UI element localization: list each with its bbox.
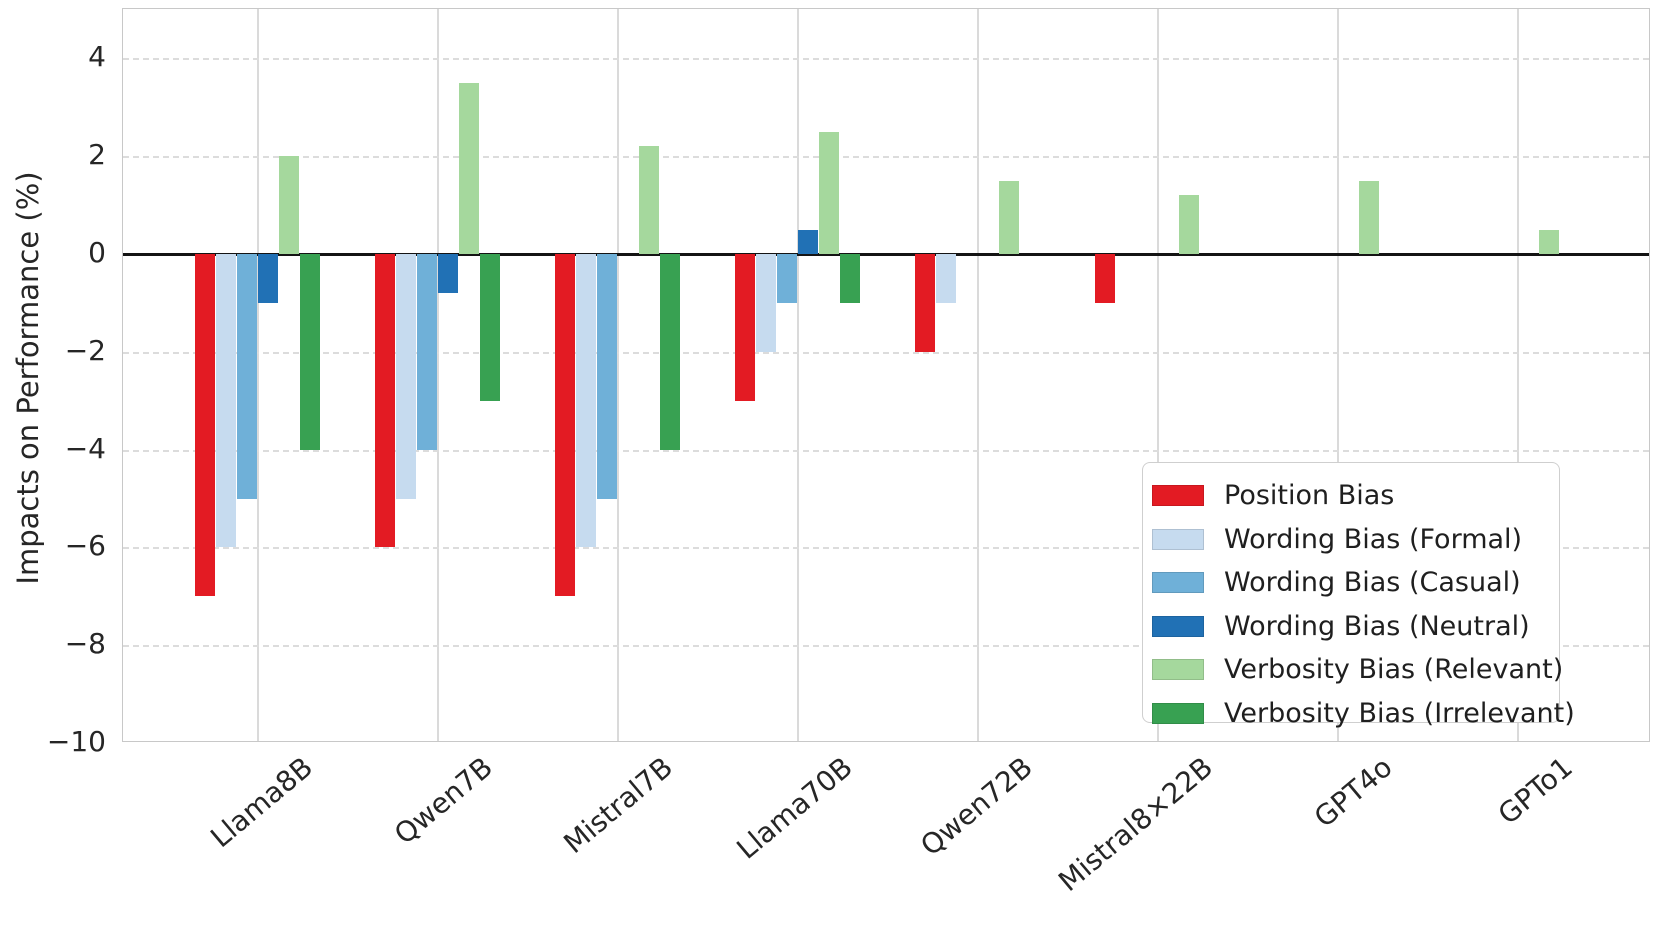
bar-wording-bias-formal-qwen7b: [396, 254, 416, 499]
x-tick-label-llama70b: Llama70B: [730, 750, 859, 866]
horizontal-gridline: [123, 58, 1649, 61]
x-tick-label-gpto1: GPTo1: [1491, 750, 1579, 831]
bar-verbosity-bias-relevant-llama70b: [819, 131, 839, 254]
bar-wording-bias-formal-qwen72b: [936, 254, 956, 303]
legend: Position Bias Wording Bias (Formal) Wordin…: [1142, 462, 1575, 729]
legend-swatch: [1152, 702, 1204, 724]
bar-verbosity-bias-relevant-gpto1: [1539, 229, 1559, 254]
x-tick-label-llama8b: Llama8B: [204, 750, 319, 855]
bar-position-bias-qwen72b: [915, 254, 935, 352]
bar-wording-bias-casual-mistral7b: [597, 254, 617, 499]
y-tick-label: −6: [64, 529, 106, 563]
bar-wording-bias-neutral-llama70b: [798, 229, 818, 254]
horizontal-gridline: [123, 645, 1649, 648]
x-tick-label-qwen7b: Qwen7B: [388, 750, 499, 851]
bar-verbosity-bias-relevant-mistral8-22b: [1179, 195, 1199, 254]
bar-wording-bias-formal-llama70b: [756, 254, 776, 352]
bar-verbosity-bias-irrelevant-qwen7b: [480, 254, 500, 401]
legend-swatch: [1152, 528, 1204, 550]
vertical-gridline: [1157, 9, 1159, 741]
x-tick-label-mistral7b: Mistral7B: [557, 750, 679, 860]
legend-item-wording-bias-neutral: Wording Bias (Neutral): [1152, 605, 1559, 649]
bar-wording-bias-casual-llama70b: [777, 254, 797, 303]
y-tick-label: −4: [64, 431, 106, 465]
legend-label: Wording Bias (Casual): [1224, 567, 1521, 599]
y-tick-label: −10: [46, 725, 106, 758]
bar-wording-bias-formal-llama8b: [216, 254, 236, 548]
bar-wording-bias-formal-mistral7b: [576, 254, 596, 548]
vertical-gridline: [797, 9, 799, 741]
y-tick-label: −8: [64, 627, 106, 661]
bar-verbosity-bias-relevant-qwen7b: [459, 82, 479, 254]
bar-wording-bias-casual-qwen7b: [417, 254, 437, 450]
x-tick-label-qwen72b: Qwen72B: [914, 750, 1039, 863]
legend-label: Position Bias: [1224, 480, 1395, 512]
legend-item-wording-bias-formal: Wording Bias (Formal): [1152, 518, 1559, 562]
vertical-gridline: [257, 9, 259, 741]
bar-wording-bias-neutral-llama8b: [258, 254, 278, 303]
legend-swatch: [1152, 615, 1204, 637]
bar-position-bias-qwen7b: [375, 254, 395, 548]
bar-position-bias-llama70b: [735, 254, 755, 401]
legend-swatch: [1152, 572, 1204, 594]
y-tick-label: 2: [88, 138, 106, 172]
bar-verbosity-bias-irrelevant-llama8b: [300, 254, 320, 450]
legend-item-verbosity-bias-relevant: Verbosity Bias (Relevant): [1152, 648, 1563, 692]
legend-swatch: [1152, 659, 1204, 681]
bar-verbosity-bias-irrelevant-llama70b: [840, 254, 860, 303]
x-tick-label-gpt4o: GPT4o: [1308, 750, 1399, 835]
legend-label: Verbosity Bias (Irrelevant): [1224, 697, 1575, 729]
horizontal-gridline: [123, 449, 1649, 452]
bar-wording-bias-casual-llama8b: [237, 254, 257, 499]
bar-wording-bias-neutral-qwen7b: [438, 254, 458, 294]
vertical-gridline: [437, 9, 439, 741]
bar-position-bias-mistral8-22b: [1095, 254, 1115, 303]
legend-label: Wording Bias (Formal): [1224, 523, 1523, 555]
zero-axis-line: [123, 253, 1649, 256]
horizontal-gridline: [123, 156, 1649, 159]
legend-item-position-bias: Position Bias: [1152, 474, 1559, 518]
legend-label: Wording Bias (Neutral): [1224, 610, 1530, 642]
y-tick-label: 4: [88, 40, 106, 74]
bar-position-bias-llama8b: [195, 254, 215, 597]
bar-verbosity-bias-relevant-gpt4o: [1359, 180, 1379, 254]
plot-area: [122, 8, 1650, 742]
y-tick-label: −2: [64, 333, 106, 367]
bar-verbosity-bias-relevant-llama8b: [279, 156, 299, 254]
legend-swatch: [1152, 485, 1204, 507]
y-tick-label: 0: [88, 236, 106, 269]
legend-item-wording-bias-casual: Wording Bias (Casual): [1152, 561, 1559, 605]
bar-verbosity-bias-relevant-qwen72b: [999, 180, 1019, 254]
x-tick-label-mistral8-22b: Mistral8×22B: [1052, 750, 1219, 898]
legend-item-verbosity-bias-irrelevant: Verbosity Bias (Irrelevant): [1152, 692, 1575, 736]
vertical-gridline: [1517, 9, 1519, 741]
vertical-gridline: [617, 9, 619, 741]
bar-verbosity-bias-irrelevant-mistral7b: [660, 254, 680, 450]
legend-label: Verbosity Bias (Relevant): [1224, 654, 1564, 686]
horizontal-gridline: [123, 547, 1649, 550]
horizontal-gridline: [123, 351, 1649, 354]
bar-position-bias-mistral7b: [555, 254, 575, 597]
vertical-gridline: [977, 9, 979, 741]
bar-verbosity-bias-relevant-mistral7b: [639, 146, 659, 254]
vertical-gridline: [1337, 9, 1339, 741]
